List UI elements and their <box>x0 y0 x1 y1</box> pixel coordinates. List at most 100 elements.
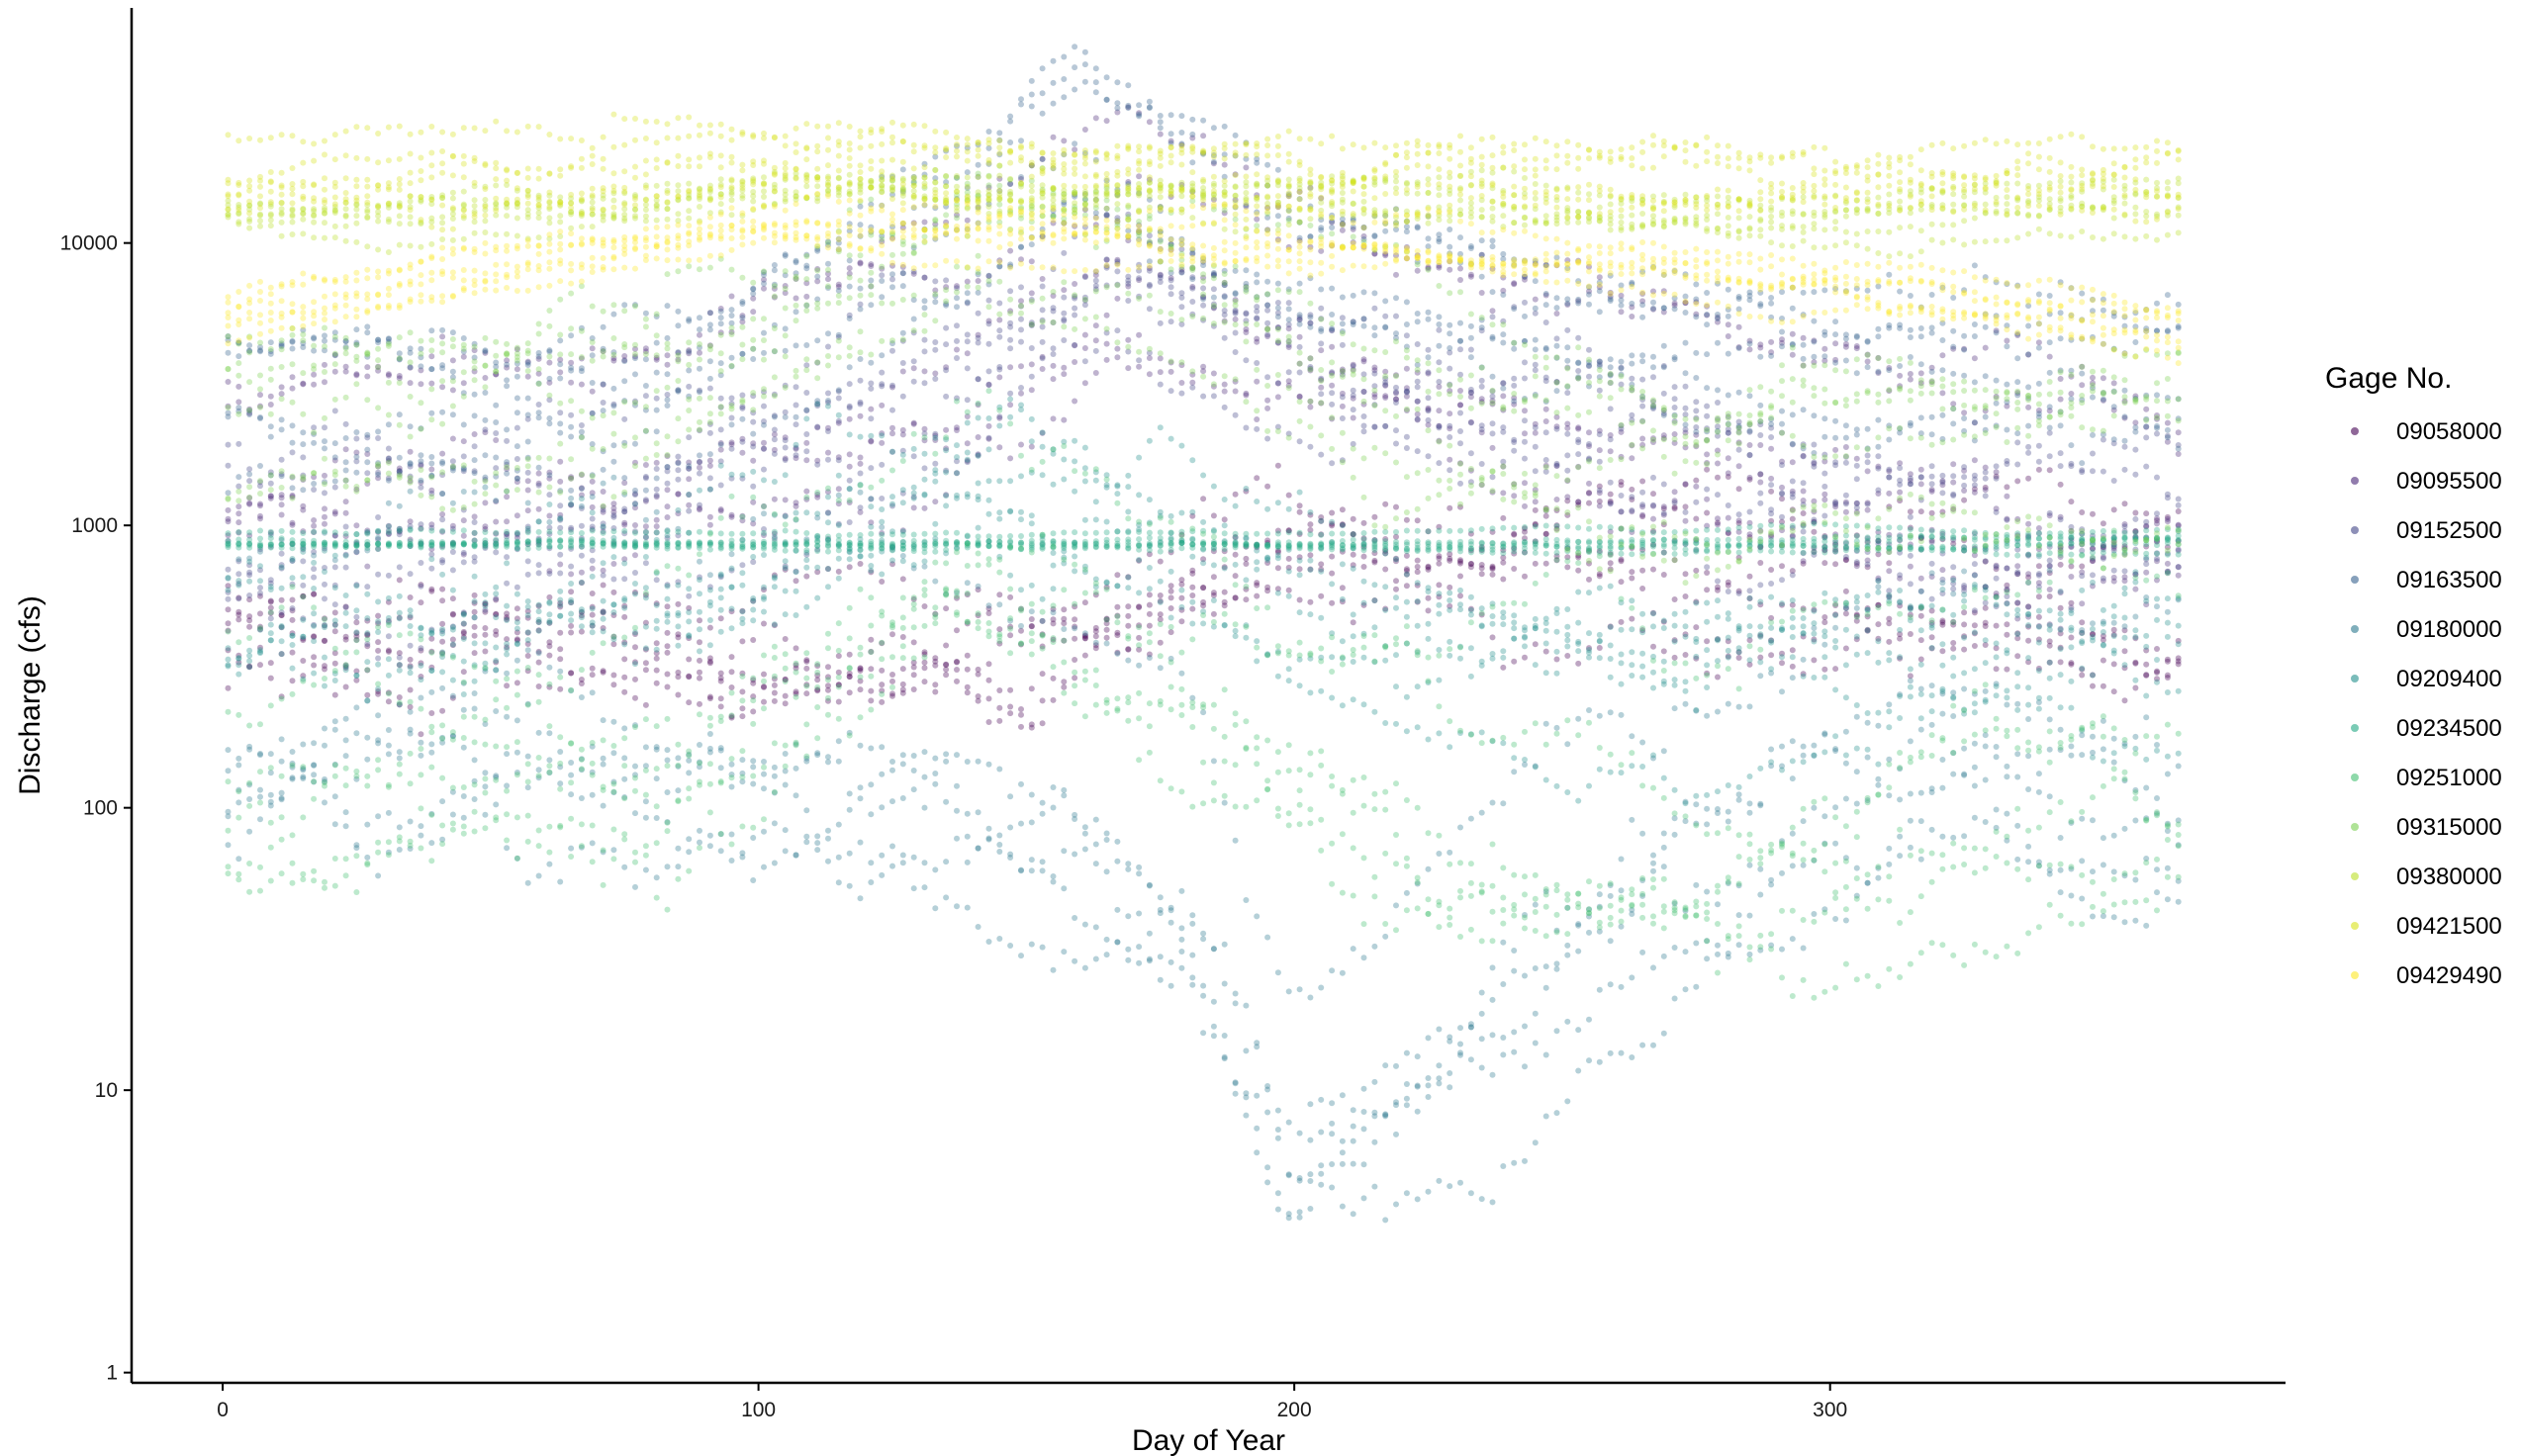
data-point <box>2121 437 2128 444</box>
data-point <box>943 758 950 765</box>
data-point <box>1114 295 1121 302</box>
data-point <box>1532 1040 1539 1046</box>
data-point <box>439 707 446 714</box>
data-point <box>921 274 928 281</box>
data-point <box>2057 310 2064 317</box>
data-point <box>1768 652 1775 659</box>
data-point <box>1500 559 1507 566</box>
data-point <box>1371 233 1378 239</box>
data-point <box>460 706 467 713</box>
data-point <box>1789 738 1796 745</box>
data-point <box>985 695 992 702</box>
data-point <box>1800 521 1807 528</box>
data-point <box>504 383 511 390</box>
data-point <box>771 676 778 682</box>
data-point <box>504 580 511 587</box>
data-point <box>1200 1030 1207 1037</box>
data-point <box>2132 684 2139 691</box>
data-point <box>750 693 757 700</box>
data-point <box>2014 430 2021 437</box>
data-point <box>2079 672 2086 679</box>
data-point <box>1832 916 1839 922</box>
data-point <box>1629 615 1635 622</box>
data-point <box>1704 321 1711 328</box>
data-point <box>1789 601 1796 608</box>
data-point <box>1329 312 1336 318</box>
data-point <box>1146 98 1153 105</box>
data-point <box>943 661 950 668</box>
data-point <box>1607 491 1614 498</box>
data-point <box>889 424 895 431</box>
data-point <box>342 633 349 640</box>
data-point <box>1800 528 1807 535</box>
data-point <box>300 637 307 644</box>
data-point <box>1264 161 1271 168</box>
data-point <box>1092 645 1099 652</box>
data-point <box>482 600 489 607</box>
data-point <box>2100 575 2106 582</box>
data-point <box>1853 426 1860 433</box>
data-point <box>1403 365 1410 372</box>
data-point <box>1478 611 1485 618</box>
data-point <box>1167 583 1174 590</box>
data-point <box>1072 305 1078 312</box>
data-point <box>600 802 607 809</box>
data-point <box>1971 630 1978 637</box>
data-point <box>1982 373 1989 380</box>
data-point <box>1210 158 1217 165</box>
data-point <box>1414 582 1421 589</box>
data-point <box>1853 612 1860 619</box>
data-point <box>1339 548 1346 555</box>
data-point <box>1660 435 1667 442</box>
data-point <box>1360 389 1367 395</box>
data-point <box>311 654 318 661</box>
data-point <box>2143 561 2150 568</box>
data-point <box>385 477 392 484</box>
data-point <box>2068 892 2075 899</box>
data-point <box>1650 501 1656 508</box>
data-point <box>1028 857 1035 864</box>
data-point <box>1114 572 1121 579</box>
data-point <box>1500 292 1507 298</box>
data-point <box>921 219 928 226</box>
data-point <box>1961 537 1968 544</box>
data-point <box>1189 131 1196 137</box>
data-point <box>739 607 746 614</box>
data-point <box>857 678 864 684</box>
data-point <box>964 666 971 673</box>
data-point <box>407 536 414 543</box>
data-point <box>1254 378 1260 385</box>
data-point <box>1478 396 1485 403</box>
data-point <box>1618 297 1625 304</box>
data-point <box>1103 952 1110 958</box>
data-point <box>1114 79 1121 86</box>
data-point <box>1489 393 1496 400</box>
data-point <box>1811 636 1818 643</box>
data-point <box>1329 1120 1336 1127</box>
data-point <box>1650 435 1656 442</box>
data-point <box>1254 592 1260 599</box>
data-point <box>418 739 424 746</box>
data-point <box>1757 353 1764 360</box>
data-point <box>1125 946 1132 953</box>
data-point <box>1103 620 1110 627</box>
data-point <box>2035 613 2042 620</box>
data-point <box>353 429 360 435</box>
data-point <box>1532 296 1539 303</box>
data-point <box>1178 949 1185 955</box>
data-point <box>1018 174 1024 180</box>
data-point <box>771 572 778 579</box>
data-point <box>449 435 456 442</box>
data-point <box>1114 906 1121 913</box>
data-point <box>899 431 906 438</box>
data-point <box>2100 862 2106 868</box>
data-point <box>1350 321 1356 327</box>
data-point <box>1307 1206 1314 1212</box>
data-point <box>1886 560 1893 567</box>
data-point <box>449 611 456 618</box>
data-point <box>1403 552 1410 559</box>
data-point <box>235 762 242 769</box>
data-point <box>278 456 285 463</box>
data-point <box>2046 593 2053 599</box>
data-point <box>879 381 886 388</box>
